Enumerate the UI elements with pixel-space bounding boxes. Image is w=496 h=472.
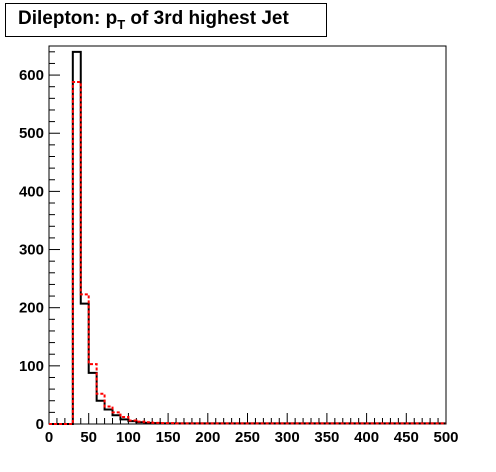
x-tick-label: 250 bbox=[235, 429, 260, 446]
x-tick-label: 150 bbox=[156, 429, 181, 446]
plot-frame bbox=[48, 45, 447, 425]
y-axis: 0 100 200 300 400 500 600 bbox=[19, 51, 60, 433]
x-tick-label: 0 bbox=[45, 429, 53, 446]
chart-title: Dilepton: pT of 3rd highest Jet bbox=[18, 8, 289, 32]
histogram-series-solid bbox=[49, 50, 446, 425]
histogram-series-dashed bbox=[49, 81, 446, 425]
y-tick-label: 500 bbox=[19, 125, 44, 142]
series-layer bbox=[49, 50, 446, 425]
y-tick-label: 200 bbox=[19, 300, 44, 317]
y-tick-label: 100 bbox=[19, 358, 44, 375]
title-rest: of 3rd highest Jet bbox=[125, 8, 289, 29]
x-tick-label: 450 bbox=[394, 429, 419, 446]
title-subscript: T bbox=[117, 16, 126, 32]
x-tick-label: 400 bbox=[354, 429, 379, 446]
x-tick-label: 100 bbox=[116, 429, 141, 446]
x-tick-label: 50 bbox=[80, 429, 97, 446]
y-tick-label: 400 bbox=[19, 183, 44, 200]
x-tick-label: 500 bbox=[433, 429, 458, 446]
title-main: Dilepton: p bbox=[18, 8, 118, 29]
y-tick-label: 600 bbox=[19, 67, 44, 84]
x-tick-label: 350 bbox=[314, 429, 339, 446]
x-tick-label: 300 bbox=[275, 429, 300, 446]
x-tick-label: 200 bbox=[195, 429, 220, 446]
y-tick-label: 0 bbox=[36, 416, 44, 433]
x-axis: 0 50 100 150 200 250 300 350 400 450 500 bbox=[45, 413, 459, 446]
title-box: Dilepton: pT of 3rd highest Jet bbox=[5, 3, 327, 37]
y-tick-label: 300 bbox=[19, 242, 44, 259]
